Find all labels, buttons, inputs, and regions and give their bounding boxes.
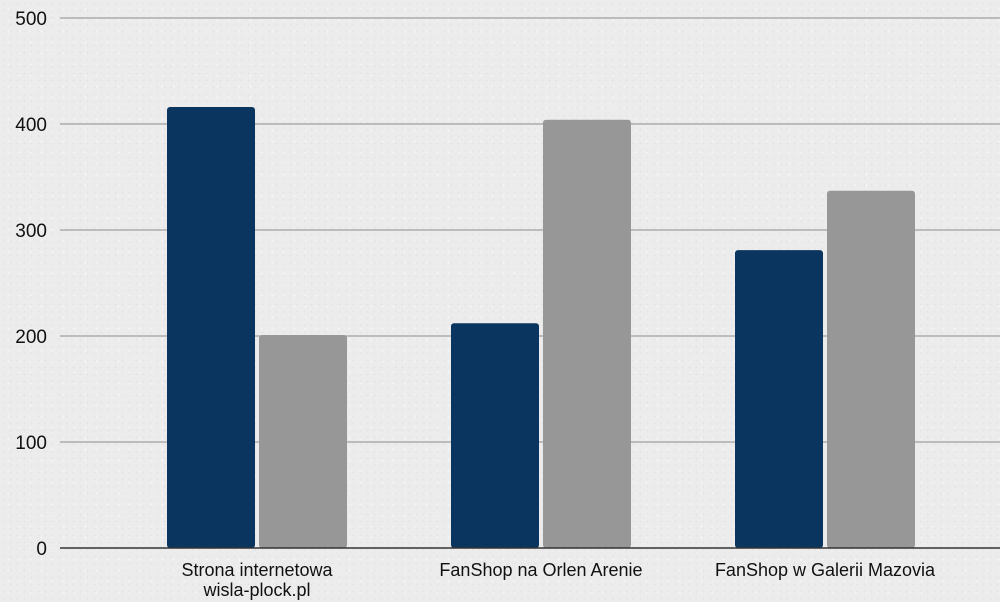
y-tick-label: 300 [15, 221, 47, 242]
y-tick-label: 500 [15, 9, 47, 30]
x-category-label: Strona internetowa wisla-plock.pl [181, 560, 333, 600]
y-tick-label: 0 [36, 539, 47, 560]
x-category-label: FanShop w Galerii Mazovia [715, 560, 936, 580]
x-axis-category-labels: Strona internetowa wisla-plock.pl FanShop … [181, 560, 936, 600]
y-axis-ticks: 0 100 200 300 400 500 [15, 9, 47, 560]
bar [827, 190, 915, 548]
bar [259, 334, 347, 548]
bars [167, 107, 915, 548]
y-tick-label: 200 [15, 327, 47, 348]
y-tick-label: 400 [15, 115, 47, 136]
bar [167, 107, 255, 548]
bar [735, 250, 823, 548]
x-category-label: FanShop na Orlen Arenie [439, 560, 642, 580]
bar [451, 323, 539, 548]
bar [543, 119, 631, 548]
y-tick-label: 100 [15, 433, 47, 454]
